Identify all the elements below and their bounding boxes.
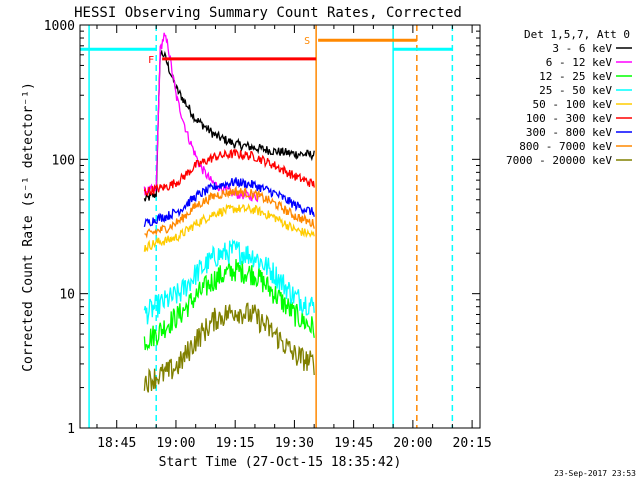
series-line <box>143 259 315 352</box>
x-tick-label: 20:00 <box>393 436 432 451</box>
series-line <box>143 32 260 203</box>
series-layer <box>143 32 315 393</box>
series-line <box>143 49 315 202</box>
flag-bar-label: S <box>304 36 310 47</box>
vertical-markers <box>88 25 454 428</box>
legend-label: 3 - 6 keV <box>552 42 612 55</box>
series-line <box>143 302 315 393</box>
y-tick-label: 100 <box>52 153 75 168</box>
legend-label: 100 - 300 keV <box>526 112 612 125</box>
x-tick-label: 19:45 <box>334 436 373 451</box>
plot-frame <box>79 24 481 429</box>
x-axis: 18:45 19:00 19:15 19:30 19:45 20:00 20:15 <box>96 25 492 451</box>
series-line <box>143 148 315 197</box>
flag-bar-label: F <box>148 55 154 66</box>
x-tick-label: 20:15 <box>453 436 492 451</box>
x-tick-label: 18:45 <box>97 436 136 451</box>
legend-label: 50 - 100 keV <box>533 98 613 111</box>
series-line <box>144 185 315 239</box>
legend-label: 300 - 800 keV <box>526 126 612 139</box>
y-tick-label: 10 <box>59 288 75 303</box>
series-line <box>143 177 315 228</box>
x-axis-label: Start Time (27-Oct-15 18:35:42) <box>159 455 402 470</box>
x-tick-label: 19:15 <box>216 436 255 451</box>
y-tick-label: 1000 <box>44 19 75 34</box>
x-tick-label: 19:00 <box>156 436 195 451</box>
legend-label: 7000 - 20000 keV <box>506 154 612 167</box>
series-line <box>143 238 315 325</box>
series-line <box>143 203 315 253</box>
legend-label: 800 - 7000 keV <box>519 140 612 153</box>
x-tick-label: 19:30 <box>275 436 314 451</box>
y-tick-label: 1 <box>67 422 75 437</box>
legend-label: 25 - 50 keV <box>539 84 612 97</box>
y-axis-label: Corrected Count Rate (s⁻¹ detector⁻¹) <box>21 82 36 372</box>
legend-title: Det 1,5,7, Att 0 <box>524 28 630 41</box>
chart-title: HESSI Observing Summary Count Rates, Cor… <box>74 5 462 21</box>
legend-label: 6 - 12 keV <box>546 56 613 69</box>
y-axis: 1 10 100 1000 <box>44 19 480 437</box>
legend-label: 12 - 25 keV <box>539 70 612 83</box>
flag-bars: FS <box>80 36 453 66</box>
footer-date: 23-Sep-2017 23:53 <box>554 469 636 478</box>
